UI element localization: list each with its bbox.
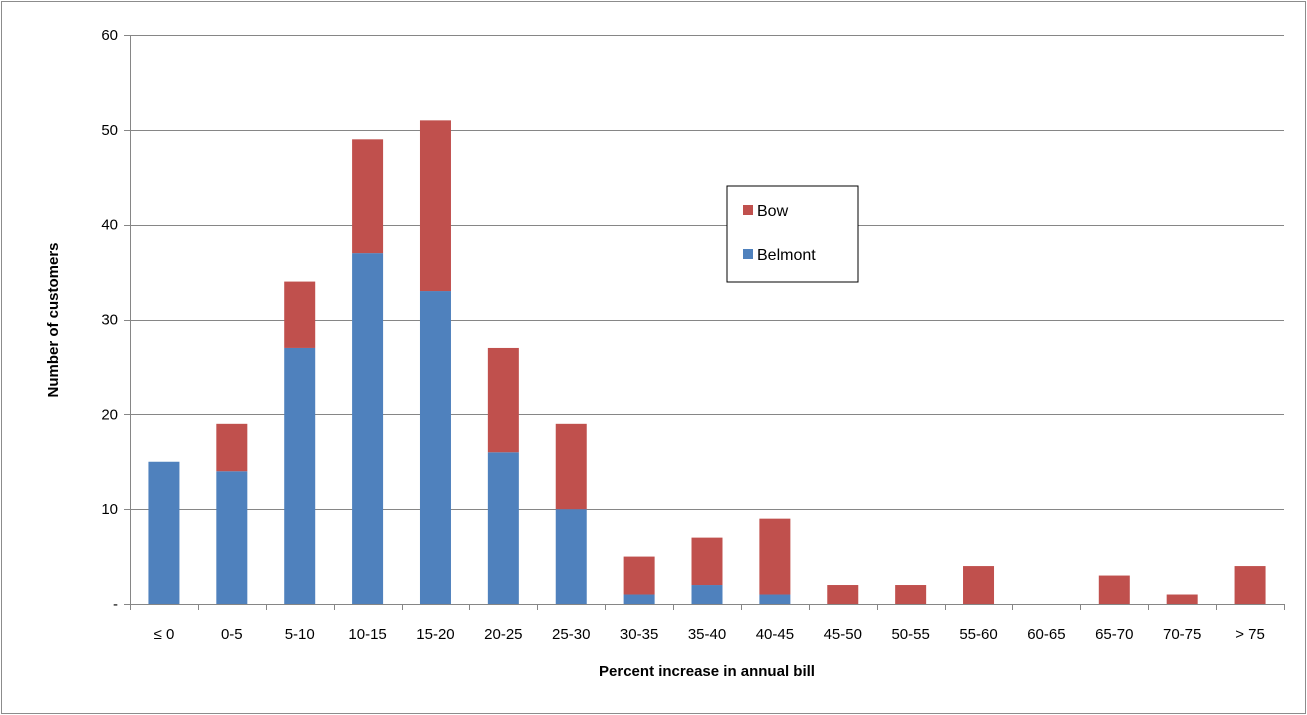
- y-tick-label: 20: [101, 406, 118, 423]
- bar-bow-10: [827, 585, 859, 604]
- x-tick-label: 15-20: [416, 626, 454, 643]
- bar-bow-8: [691, 537, 723, 586]
- x-tick-label: ≤ 0: [154, 626, 175, 643]
- x-tick-label: 5-10: [285, 626, 315, 643]
- x-tick-label: 0-5: [221, 626, 243, 643]
- x-tick-labels: ≤ 0 0-5 5-10 10-15 15-20 20-25 25-30 30-35 35-40…: [154, 626, 1265, 643]
- bar-bow-14: [1098, 575, 1130, 604]
- x-tick-label: 45-50: [824, 626, 862, 643]
- gridlines: [130, 35, 1284, 510]
- bar-bow-11: [895, 585, 927, 604]
- bar-bow-6: [555, 423, 587, 510]
- x-tick-label: 10-15: [348, 626, 386, 643]
- bar-belmont-7: [623, 594, 655, 604]
- x-axis-title: Percent increase in annual bill: [599, 663, 815, 680]
- bar-bow-9: [759, 518, 791, 595]
- legend-label-belmont: Belmont: [757, 247, 816, 264]
- x-tick-label: 35-40: [688, 626, 726, 643]
- bar-bow-12: [963, 566, 995, 604]
- bar-belmont-2: [284, 347, 316, 604]
- y-tick-label: 50: [101, 122, 118, 139]
- x-tick-label: > 75: [1235, 626, 1265, 643]
- x-tick-label: 65-70: [1095, 626, 1133, 643]
- x-tick-label: 25-30: [552, 626, 590, 643]
- y-tick-label: 30: [101, 312, 118, 329]
- x-tick-label: 50-55: [891, 626, 929, 643]
- y-tick-label: -: [113, 596, 118, 613]
- x-tick-label: 70-75: [1163, 626, 1201, 643]
- bar-bow-5: [487, 347, 519, 453]
- bar-bow-15: [1166, 594, 1198, 604]
- legend-swatch-bow: [743, 205, 753, 215]
- y-axis-title: Number of customers: [45, 242, 62, 397]
- x-tick-label: 60-65: [1027, 626, 1065, 643]
- bars-group: [148, 120, 1266, 604]
- bar-bow-16: [1234, 566, 1266, 604]
- bar-belmont-5: [487, 452, 519, 604]
- x-tick-label: 40-45: [756, 626, 794, 643]
- bar-bow-7: [623, 556, 655, 595]
- bar-bow-3: [352, 139, 384, 254]
- y-tick-label: 10: [101, 501, 118, 518]
- x-tick-label: 55-60: [959, 626, 997, 643]
- bar-belmont-8: [691, 585, 723, 604]
- x-tick-label: 20-25: [484, 626, 522, 643]
- y-tick-label: 40: [101, 217, 118, 234]
- axes-group: [124, 35, 1285, 610]
- bar-bow-2: [284, 281, 316, 348]
- legend-box: [726, 185, 859, 283]
- legend-swatch-belmont: [743, 249, 753, 259]
- y-tick-labels: - 10 20 30 40 50 60: [101, 27, 118, 613]
- bar-bow-4: [419, 120, 451, 292]
- bar-bow-1: [216, 423, 248, 472]
- bar-belmont-9: [759, 594, 791, 604]
- legend-label-bow: Bow: [757, 203, 789, 220]
- y-tick-label: 60: [101, 27, 118, 44]
- legend: Bow Belmont: [726, 185, 859, 283]
- bar-belmont-4: [419, 291, 451, 604]
- x-tick-label: 30-35: [620, 626, 658, 643]
- bar-belmont-6: [555, 509, 587, 604]
- bar-belmont-0: [148, 461, 180, 604]
- bar-belmont-1: [216, 471, 248, 604]
- bar-belmont-3: [352, 253, 384, 604]
